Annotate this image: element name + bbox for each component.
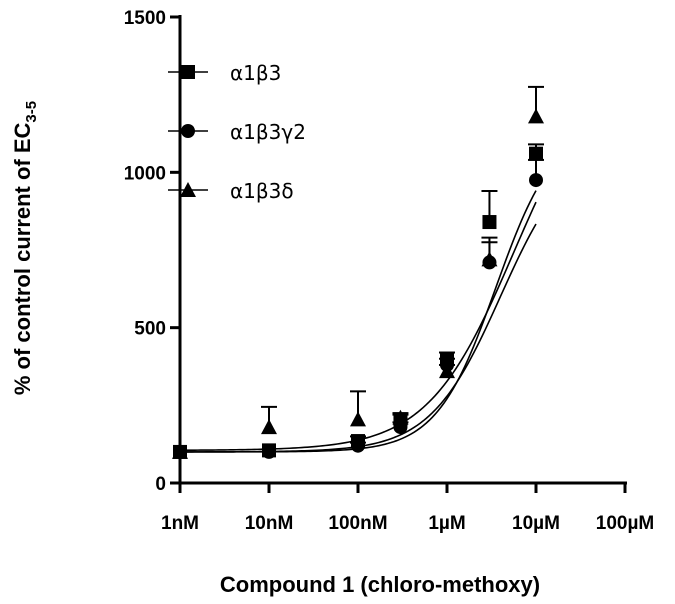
data-point-0-6	[529, 146, 543, 161]
x-tick-label-3: 1µM	[428, 513, 465, 534]
legend: α1β3 α1β3γ2 α1β3δ	[168, 61, 306, 203]
x-tick-label-1: 10nM	[245, 513, 294, 534]
data-point-0-5	[482, 215, 497, 230]
y-tick-label-1: 500	[134, 319, 166, 340]
legend-entry-2: α1β3δ	[168, 179, 294, 203]
x-tick-label-4: 10µM	[512, 513, 560, 534]
data-point-1-6	[529, 173, 543, 188]
fit-curve-2	[179, 201, 537, 452]
data-point-2-6	[528, 108, 544, 124]
axes: 0 500 1000 1500 1nM 10nM 100nM 1µM 10µM 100µM	[124, 8, 655, 534]
y-tick-label-3: 1500	[124, 8, 166, 29]
x-tick-label-5: 100µM	[596, 513, 654, 534]
legend-entry-0: α1β3	[168, 61, 281, 85]
x-tick-label-0: 1nM	[161, 513, 199, 534]
plot-area	[172, 85, 544, 459]
data-point-2-2	[350, 411, 366, 427]
legend-marker-1	[181, 124, 195, 138]
data-point-2-4	[439, 363, 455, 379]
legend-label-0: α1β3	[230, 61, 281, 85]
y-axis-title-main: % of control current of EC	[10, 122, 35, 395]
data-point-2-1	[261, 419, 277, 435]
legend-label-2: α1β3δ	[230, 179, 294, 203]
data-point-2-5	[481, 251, 498, 267]
legend-marker-2	[180, 182, 196, 197]
y-tick-label-0: 0	[155, 474, 166, 495]
series-2	[172, 85, 544, 459]
y-tick-label-2: 1000	[124, 163, 166, 184]
legend-entry-1: α1β3γ2	[168, 120, 306, 144]
data-point-1-1	[262, 444, 276, 459]
data-point-1-2	[351, 438, 365, 453]
x-tick-label-2: 100nM	[328, 513, 387, 534]
legend-label-1: α1β3γ2	[230, 120, 306, 144]
data-point-2-3	[392, 409, 409, 425]
x-axis-title: Compound 1 (chloro-methoxy)	[220, 572, 540, 597]
y-axis-title: % of control current of EC3-5	[10, 101, 40, 395]
y-axis-title-subscript: 3-5	[23, 101, 40, 123]
legend-marker-0	[181, 65, 195, 79]
